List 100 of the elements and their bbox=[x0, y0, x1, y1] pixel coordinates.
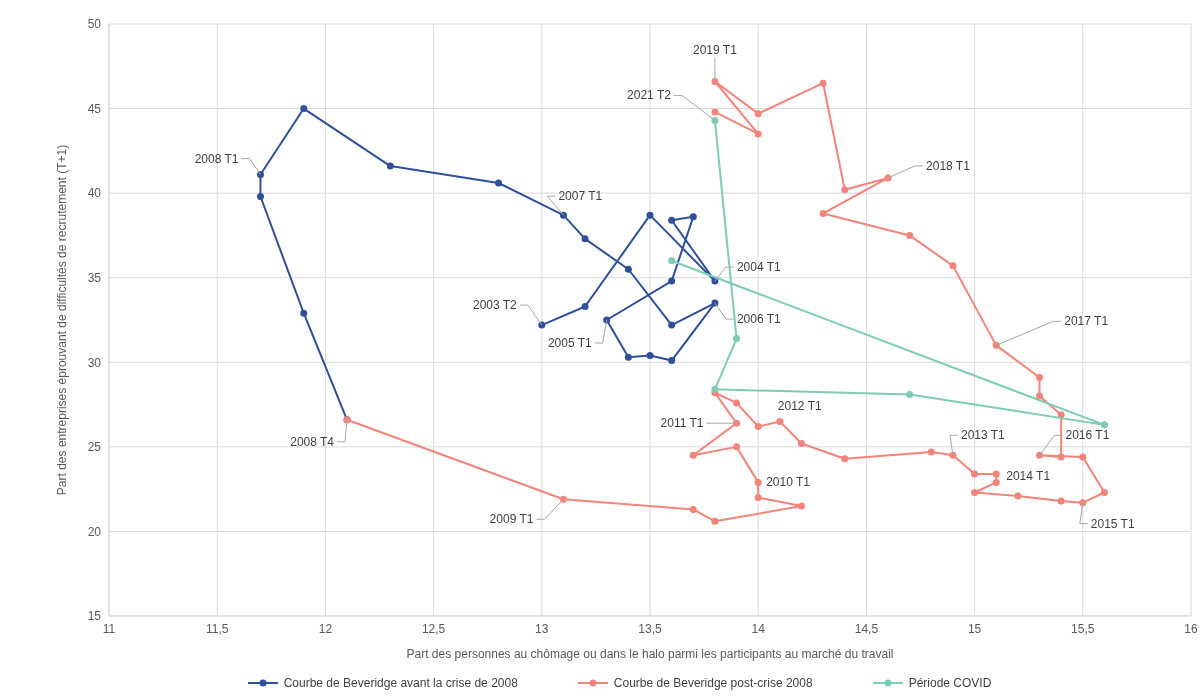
x-tick-label: 13,5 bbox=[638, 621, 662, 636]
point bbox=[668, 257, 676, 265]
point bbox=[1036, 374, 1044, 382]
annotation: 2005 T1 bbox=[547, 336, 593, 350]
point bbox=[581, 302, 589, 310]
point bbox=[992, 478, 1000, 486]
point bbox=[906, 390, 914, 398]
y-tick-label: 40 bbox=[87, 186, 102, 201]
point bbox=[754, 130, 762, 138]
point bbox=[819, 209, 827, 217]
x-tick-label: 16 bbox=[1184, 621, 1198, 636]
annotation: 2011 T1 bbox=[660, 416, 704, 431]
annotation: 2007 T1 bbox=[558, 189, 603, 204]
point bbox=[797, 439, 805, 447]
x-tick-label: 15,5 bbox=[1071, 621, 1095, 636]
point bbox=[711, 385, 719, 393]
annotation: 2008 T4 bbox=[290, 434, 335, 449]
point bbox=[668, 321, 676, 329]
point bbox=[841, 186, 849, 194]
annotation: 2016 T1 bbox=[1065, 428, 1110, 443]
point bbox=[256, 193, 264, 201]
annotation: 2006 T1 bbox=[736, 312, 782, 327]
point bbox=[1036, 392, 1044, 400]
point bbox=[1079, 499, 1087, 507]
y-tick-label: 15 bbox=[87, 609, 102, 624]
annotation: 2012 T1 bbox=[777, 399, 822, 414]
y-tick-label: 35 bbox=[87, 270, 102, 285]
x-tick-label: 14 bbox=[751, 621, 766, 636]
point bbox=[624, 353, 632, 361]
point bbox=[711, 108, 719, 116]
point bbox=[689, 451, 697, 459]
point bbox=[819, 79, 827, 87]
point bbox=[1057, 497, 1065, 505]
point bbox=[646, 352, 654, 360]
x-tick-label: 13 bbox=[535, 621, 549, 636]
point bbox=[754, 478, 762, 486]
point bbox=[538, 321, 546, 329]
point bbox=[495, 179, 503, 187]
annotation: 2008 T1 bbox=[194, 151, 239, 166]
x-tick-label: 11,5 bbox=[205, 621, 229, 636]
point bbox=[971, 470, 979, 478]
point bbox=[776, 417, 784, 425]
point bbox=[646, 211, 654, 219]
y-axis-title: Part des entreprises éprouvant de difficultés de recrutement (T+1) bbox=[55, 144, 70, 496]
annotation: 2010 T1 bbox=[766, 475, 811, 490]
point bbox=[300, 105, 308, 113]
x-tick-label: 11 bbox=[102, 621, 116, 636]
point bbox=[689, 505, 697, 513]
legend-label: Courbe de Beveridge post-crise 2008 bbox=[612, 676, 813, 690]
point bbox=[300, 309, 308, 317]
point bbox=[754, 423, 762, 431]
point bbox=[754, 110, 762, 118]
annotation: 2021 T2 bbox=[627, 88, 672, 103]
point bbox=[386, 162, 394, 170]
annotation: 2003 T2 bbox=[472, 298, 518, 313]
annotation: 2019 T1 bbox=[693, 42, 738, 57]
legend-label: Courbe de Beveridge avant la crise de 2008 bbox=[282, 676, 518, 690]
point bbox=[1014, 492, 1022, 500]
point bbox=[906, 231, 914, 239]
y-tick-label: 25 bbox=[87, 440, 102, 455]
annotation: 2015 T1 bbox=[1090, 516, 1135, 531]
point bbox=[927, 448, 935, 456]
annotation: 2018 T1 bbox=[926, 158, 971, 173]
annotation: 2009 T1 bbox=[489, 512, 534, 527]
point bbox=[668, 277, 676, 285]
x-tick-label: 12,5 bbox=[421, 621, 446, 636]
x-tick-label: 12 bbox=[318, 621, 333, 636]
point bbox=[949, 262, 957, 270]
annotation: 2004 T1 bbox=[736, 260, 782, 275]
point bbox=[754, 494, 762, 502]
point bbox=[992, 470, 1000, 478]
y-tick-label: 45 bbox=[87, 101, 102, 116]
point bbox=[1057, 411, 1065, 419]
point bbox=[1057, 453, 1065, 461]
point bbox=[624, 265, 632, 273]
annotation: 2014 T1 bbox=[1006, 469, 1051, 484]
point bbox=[689, 213, 697, 221]
point bbox=[581, 235, 589, 243]
y-tick-label: 20 bbox=[87, 524, 102, 539]
annotation: 2017 T1 bbox=[1064, 314, 1109, 329]
point bbox=[1100, 421, 1108, 429]
point bbox=[733, 399, 741, 407]
point bbox=[971, 489, 979, 497]
point bbox=[668, 216, 676, 224]
point bbox=[733, 443, 741, 451]
x-axis-title: Part des personnes au chômage ou dans le halo parmi les participants au marché du travail bbox=[406, 647, 894, 661]
point bbox=[797, 502, 805, 510]
point bbox=[841, 455, 849, 463]
x-tick-label: 15 bbox=[967, 621, 982, 636]
point bbox=[711, 277, 719, 285]
point bbox=[949, 451, 957, 459]
annotation: 2013 T1 bbox=[960, 428, 1006, 443]
y-tick-label: 30 bbox=[87, 355, 102, 370]
x-tick-label: 14,5 bbox=[854, 621, 879, 636]
point bbox=[1079, 453, 1087, 461]
point bbox=[668, 357, 676, 365]
point bbox=[711, 517, 719, 525]
legend-label: Période COVID bbox=[907, 676, 992, 690]
point bbox=[733, 335, 741, 343]
point bbox=[1100, 489, 1108, 497]
